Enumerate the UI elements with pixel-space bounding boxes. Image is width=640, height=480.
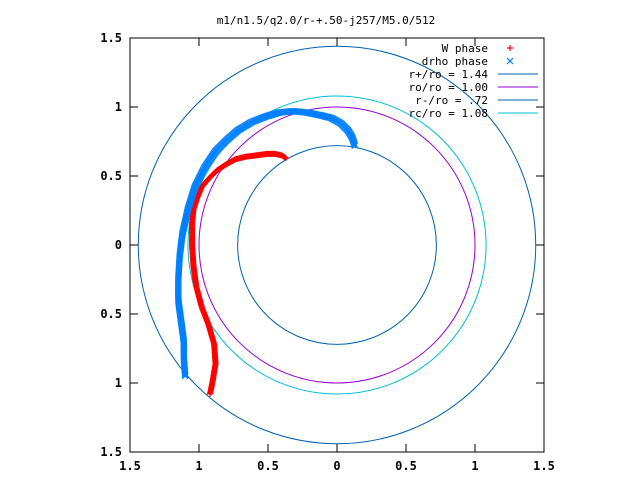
x-tick-label: 1.5	[533, 459, 555, 473]
x-tick-label: 0	[333, 459, 340, 473]
legend-marker-sample	[507, 45, 513, 51]
y-tick-label: 1.5	[100, 31, 122, 45]
series-w-phase	[189, 150, 289, 398]
y-tick-label: 1.5	[100, 445, 122, 459]
y-tick-label: 1	[115, 100, 122, 114]
legend-marker-sample	[506, 57, 514, 65]
legend-label: ro/ro = 1.00	[409, 81, 488, 94]
legend-label: W phase	[442, 42, 488, 55]
circle-rro	[237, 145, 437, 345]
chart-title: m1/n1.5/q2.0/r-+.50-j257/M5.0/512	[217, 14, 436, 27]
y-tick-label: 0.5	[100, 307, 122, 321]
circle-rro	[137, 45, 537, 445]
legend-label: drho phase	[422, 55, 488, 68]
x-tick-label: 0.5	[257, 459, 279, 473]
x-tick-label: 1	[471, 459, 478, 473]
y-tick-label: 0	[115, 238, 122, 252]
tick-layer: 1.5 1 0.5 0 0.5 1 1.51.510.500.511.5	[100, 31, 555, 473]
series-layer	[174, 107, 359, 398]
series-drho-phase	[174, 107, 359, 380]
circle-layer	[137, 45, 537, 445]
x-tick-label: 1	[195, 459, 202, 473]
x-tick-label: 1.5	[119, 459, 141, 473]
circle-roro	[198, 106, 476, 384]
y-tick-label: 0.5	[100, 169, 122, 183]
y-tick-label: 1	[115, 376, 122, 390]
data-point	[351, 142, 359, 149]
circle-rcro	[187, 95, 487, 395]
legend-label: r-/ro = .72	[415, 94, 488, 107]
legend-label: r+/ro = 1.44	[409, 68, 489, 81]
legend-label: rc/ro = 1.08	[409, 107, 488, 120]
data-point	[282, 155, 289, 162]
x-tick-label: 0.5	[395, 459, 417, 473]
